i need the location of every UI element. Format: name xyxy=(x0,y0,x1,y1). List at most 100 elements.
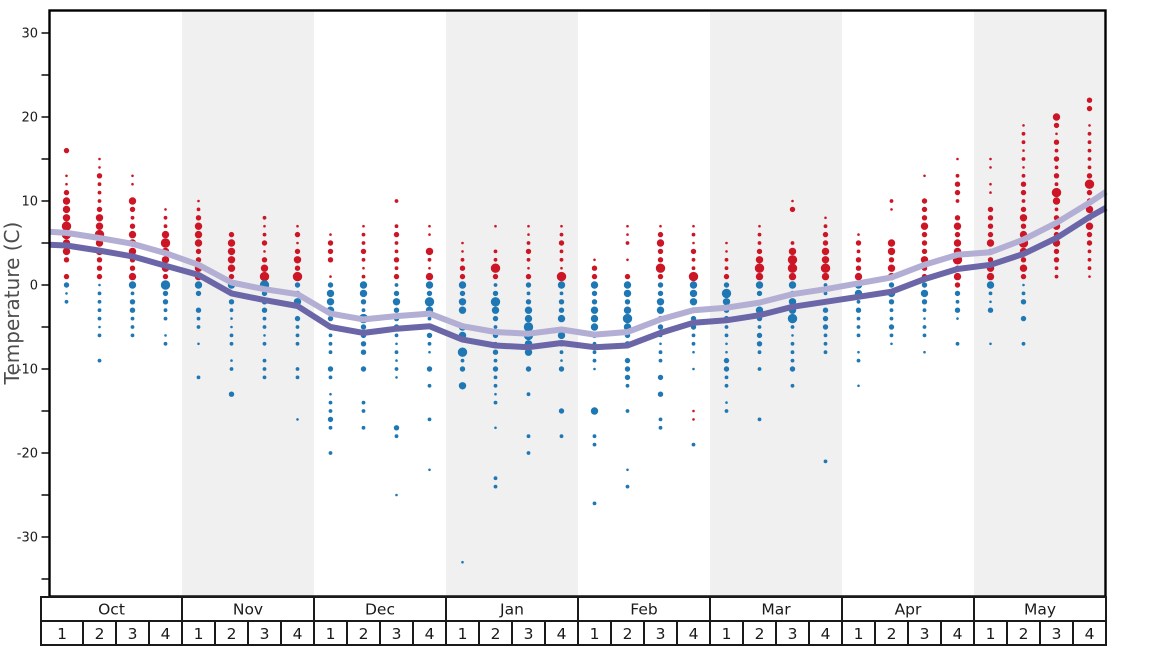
min-temp-dot xyxy=(328,425,333,430)
max-temp-dot xyxy=(490,263,501,273)
max-temp-dot xyxy=(1053,257,1060,263)
max-temp-dot xyxy=(65,174,68,178)
min-temp-dot xyxy=(659,342,662,346)
min-temp-dot xyxy=(360,341,367,347)
max-temp-dot xyxy=(128,230,137,239)
max-temp-dot xyxy=(1054,274,1059,279)
max-temp-dot xyxy=(987,206,994,213)
week-cell xyxy=(676,620,711,646)
min-temp-dot xyxy=(1021,291,1026,296)
min-temp-dot xyxy=(328,409,333,413)
max-temp-dot xyxy=(1054,182,1059,187)
max-temp-dot xyxy=(821,272,830,281)
max-temp-dot xyxy=(692,409,695,413)
max-temp-dot xyxy=(128,272,137,281)
week-label: 2 xyxy=(227,625,237,643)
max-temp-dot xyxy=(820,263,831,273)
min-temp-dot xyxy=(361,425,366,430)
max-temp-dot xyxy=(788,247,797,256)
max-temp-dot xyxy=(1054,207,1059,212)
max-temp-dot xyxy=(194,239,203,247)
max-temp-dot xyxy=(493,249,498,254)
max-temp-dot xyxy=(459,265,466,271)
min-temp-dot xyxy=(361,400,366,405)
max-temp-dot xyxy=(626,258,629,262)
max-temp-dot xyxy=(953,239,962,247)
week-cell xyxy=(709,620,744,646)
week-cell xyxy=(280,620,315,646)
max-temp-dot xyxy=(955,199,960,203)
max-temp-dot xyxy=(1086,173,1093,179)
week-label: 3 xyxy=(392,625,402,643)
min-temp-dot xyxy=(657,290,664,297)
max-temp-dot xyxy=(789,206,796,213)
max-temp-dot xyxy=(624,273,631,280)
max-temp-dot xyxy=(227,256,236,264)
max-temp-dot xyxy=(393,231,400,238)
min-temp-dot xyxy=(756,332,763,339)
min-temp-dot xyxy=(395,493,398,497)
min-temp-dot xyxy=(592,501,597,506)
month-cell xyxy=(973,596,1107,622)
max-temp-dot xyxy=(61,221,72,231)
min-temp-dot xyxy=(626,468,629,472)
min-temp-dot xyxy=(558,366,565,372)
min-temp-dot xyxy=(262,341,267,346)
max-temp-dot xyxy=(1053,248,1060,255)
max-temp-dot xyxy=(327,257,334,263)
max-temp-dot xyxy=(787,263,798,273)
min-temp-dot xyxy=(326,298,335,306)
min-temp-dot xyxy=(559,291,564,296)
min-temp-dot xyxy=(163,308,168,313)
max-temp-dot xyxy=(129,223,136,229)
max-temp-dot xyxy=(788,272,797,281)
min-temp-dot xyxy=(360,299,367,305)
max-temp-dot xyxy=(296,241,299,245)
y-tick-label: -20 xyxy=(17,447,38,462)
max-temp-dot xyxy=(1052,197,1061,205)
week-label: 4 xyxy=(1085,625,1095,643)
min-temp-dot xyxy=(524,314,533,323)
max-temp-dot xyxy=(194,222,203,230)
week-cell xyxy=(643,620,678,646)
max-temp-dot xyxy=(227,247,236,256)
max-temp-dot xyxy=(261,240,268,246)
max-temp-dot xyxy=(691,232,696,237)
max-temp-dot xyxy=(591,273,598,280)
max-temp-dot xyxy=(989,182,992,186)
min-temp-dot xyxy=(65,292,68,295)
min-temp-dot xyxy=(955,341,960,346)
max-temp-dot xyxy=(1086,231,1093,238)
max-temp-dot xyxy=(1051,187,1062,198)
max-temp-dot xyxy=(790,241,795,245)
max-temp-dot xyxy=(329,233,332,236)
min-temp-dot xyxy=(523,322,534,332)
min-temp-dot xyxy=(592,442,597,447)
max-temp-dot xyxy=(63,189,70,196)
max-temp-dot xyxy=(560,266,563,270)
max-temp-dot xyxy=(921,231,928,238)
min-temp-dot xyxy=(790,383,795,388)
min-temp-dot xyxy=(97,358,102,363)
max-temp-dot xyxy=(953,222,962,230)
min-temp-dot xyxy=(328,400,333,405)
max-temp-dot xyxy=(556,271,567,282)
min-temp-dot xyxy=(1022,283,1025,287)
week-cell xyxy=(148,620,183,646)
max-temp-dot xyxy=(1087,249,1092,254)
min-temp-dot xyxy=(459,290,466,297)
max-temp-dot xyxy=(527,224,530,228)
max-temp-dot xyxy=(791,199,794,203)
max-temp-dot xyxy=(558,240,565,246)
max-temp-dot xyxy=(96,206,103,213)
min-temp-dot xyxy=(558,307,565,313)
max-temp-dot xyxy=(95,222,104,230)
min-temp-dot xyxy=(724,325,729,329)
min-temp-dot xyxy=(194,281,203,289)
min-temp-dot xyxy=(327,366,334,372)
max-temp-dot xyxy=(1087,257,1092,262)
max-temp-dot xyxy=(989,157,992,161)
max-temp-dot xyxy=(921,215,928,221)
min-temp-dot xyxy=(229,341,234,346)
max-temp-dot xyxy=(98,157,101,161)
